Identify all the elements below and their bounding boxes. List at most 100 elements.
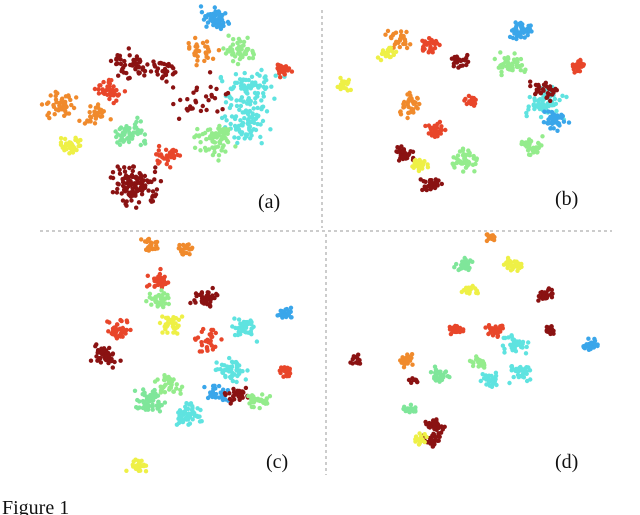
point xyxy=(166,63,171,69)
point xyxy=(132,388,138,393)
point xyxy=(247,401,252,406)
point xyxy=(186,422,191,427)
point xyxy=(243,330,249,335)
point xyxy=(241,39,247,45)
point xyxy=(187,44,192,50)
point xyxy=(160,314,165,319)
point xyxy=(402,362,407,367)
point xyxy=(107,320,112,325)
point xyxy=(541,291,546,296)
point xyxy=(202,298,208,304)
point xyxy=(46,110,52,116)
point xyxy=(510,267,515,272)
point xyxy=(526,365,531,370)
point xyxy=(155,152,160,157)
point xyxy=(223,374,228,380)
point xyxy=(428,370,434,375)
point xyxy=(131,164,136,169)
point xyxy=(480,372,485,377)
point xyxy=(124,468,129,473)
point xyxy=(216,158,221,163)
point xyxy=(505,262,510,268)
point xyxy=(248,136,253,141)
point xyxy=(109,78,114,83)
point xyxy=(154,239,160,245)
point xyxy=(241,99,246,104)
point xyxy=(130,186,135,191)
point xyxy=(551,112,557,117)
point xyxy=(230,59,236,64)
point xyxy=(283,64,289,69)
point xyxy=(71,105,77,111)
point xyxy=(488,330,493,335)
point xyxy=(61,105,67,111)
point xyxy=(162,377,167,383)
point xyxy=(405,352,410,357)
point xyxy=(548,126,553,131)
point xyxy=(411,110,416,115)
point xyxy=(279,309,285,314)
point xyxy=(528,139,533,145)
point xyxy=(88,358,94,363)
point xyxy=(535,103,540,108)
point xyxy=(532,146,537,151)
point xyxy=(401,105,406,110)
point xyxy=(127,165,132,171)
point xyxy=(212,5,217,10)
point xyxy=(186,41,191,46)
point xyxy=(545,121,551,126)
point xyxy=(136,200,142,205)
point xyxy=(93,105,99,110)
point xyxy=(219,337,224,342)
point xyxy=(493,370,499,375)
point xyxy=(126,76,131,81)
point xyxy=(237,77,243,82)
point xyxy=(399,144,404,149)
point xyxy=(406,99,411,104)
point xyxy=(408,93,413,98)
point xyxy=(272,96,277,101)
point xyxy=(467,291,472,296)
point xyxy=(216,9,221,14)
point xyxy=(452,265,457,270)
point xyxy=(236,317,242,322)
point xyxy=(211,393,216,398)
point xyxy=(279,366,284,372)
point xyxy=(543,106,548,111)
point xyxy=(416,168,422,174)
point xyxy=(412,407,417,412)
point xyxy=(213,330,218,336)
point xyxy=(250,80,255,85)
point xyxy=(466,93,472,99)
point xyxy=(53,97,59,102)
point xyxy=(59,97,64,103)
point xyxy=(507,380,512,386)
point xyxy=(204,15,209,20)
point xyxy=(253,100,258,105)
point xyxy=(523,67,528,72)
point xyxy=(163,315,169,321)
point xyxy=(471,96,477,101)
point xyxy=(246,96,251,101)
point xyxy=(110,170,116,175)
point xyxy=(450,161,455,166)
point xyxy=(205,395,211,401)
point xyxy=(162,390,168,395)
point xyxy=(133,457,138,462)
point xyxy=(447,374,452,380)
point xyxy=(416,163,422,168)
point xyxy=(238,103,244,109)
point xyxy=(235,61,241,67)
point xyxy=(156,148,161,153)
point xyxy=(526,340,531,345)
point xyxy=(264,85,269,90)
point xyxy=(226,21,232,26)
point xyxy=(239,80,244,86)
point xyxy=(169,381,174,387)
point xyxy=(420,162,426,168)
point xyxy=(229,367,234,372)
point xyxy=(435,422,441,427)
point xyxy=(156,399,161,405)
point xyxy=(150,194,155,200)
point xyxy=(110,190,116,195)
